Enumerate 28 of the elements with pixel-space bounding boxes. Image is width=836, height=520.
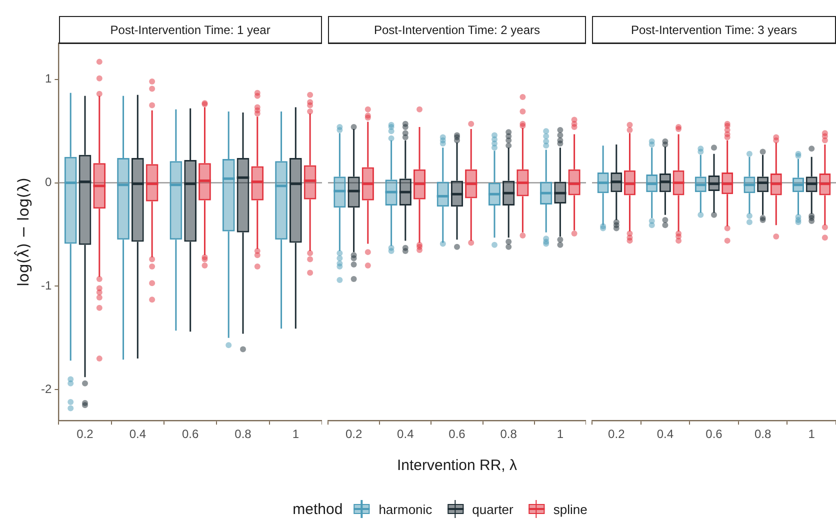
x-tick-label: 0.2 <box>345 427 362 442</box>
x-tick-label: 0.8 <box>500 427 518 442</box>
x-tick-label: 0.6 <box>706 427 723 442</box>
x-axis-title: Intervention RR, λ <box>396 457 518 474</box>
y-axis-title: log(λ̂) − log(λ) <box>14 177 32 286</box>
x-tick-label: 1 <box>808 427 816 442</box>
chart-title: Post-Intervention Time: 3 years <box>592 16 836 44</box>
y-tick-label: 0 <box>44 175 52 190</box>
x-tick-label: 0.6 <box>182 427 199 442</box>
legend-label: spline <box>553 502 588 516</box>
chart-title: Post-Intervention Time: 2 years <box>328 16 586 44</box>
x-tick-label: 0.8 <box>754 427 772 442</box>
x-tick-label: 1 <box>292 427 300 442</box>
x-tick-label: 0.4 <box>129 427 146 442</box>
x-tick-label: 0.8 <box>234 427 252 442</box>
y-tick-label: 1 <box>44 72 52 86</box>
legend-label: quarter <box>472 502 514 516</box>
x-tick-label: 0.4 <box>656 427 674 442</box>
x-tick-label: 0.4 <box>397 427 414 442</box>
x-tick-label: 0.6 <box>448 427 466 442</box>
x-tick-label: 0.2 <box>608 427 626 442</box>
x-tick-label: 0.2 <box>76 427 94 442</box>
legend-label: harmonic <box>378 502 432 516</box>
y-tick-label: -1 <box>41 278 52 292</box>
chart-title: Post-Intervention Time: 1 year <box>58 16 322 44</box>
legend-title: method <box>292 500 343 518</box>
x-tick-label: 1 <box>556 427 564 442</box>
y-tick-label: -2 <box>41 382 52 396</box>
